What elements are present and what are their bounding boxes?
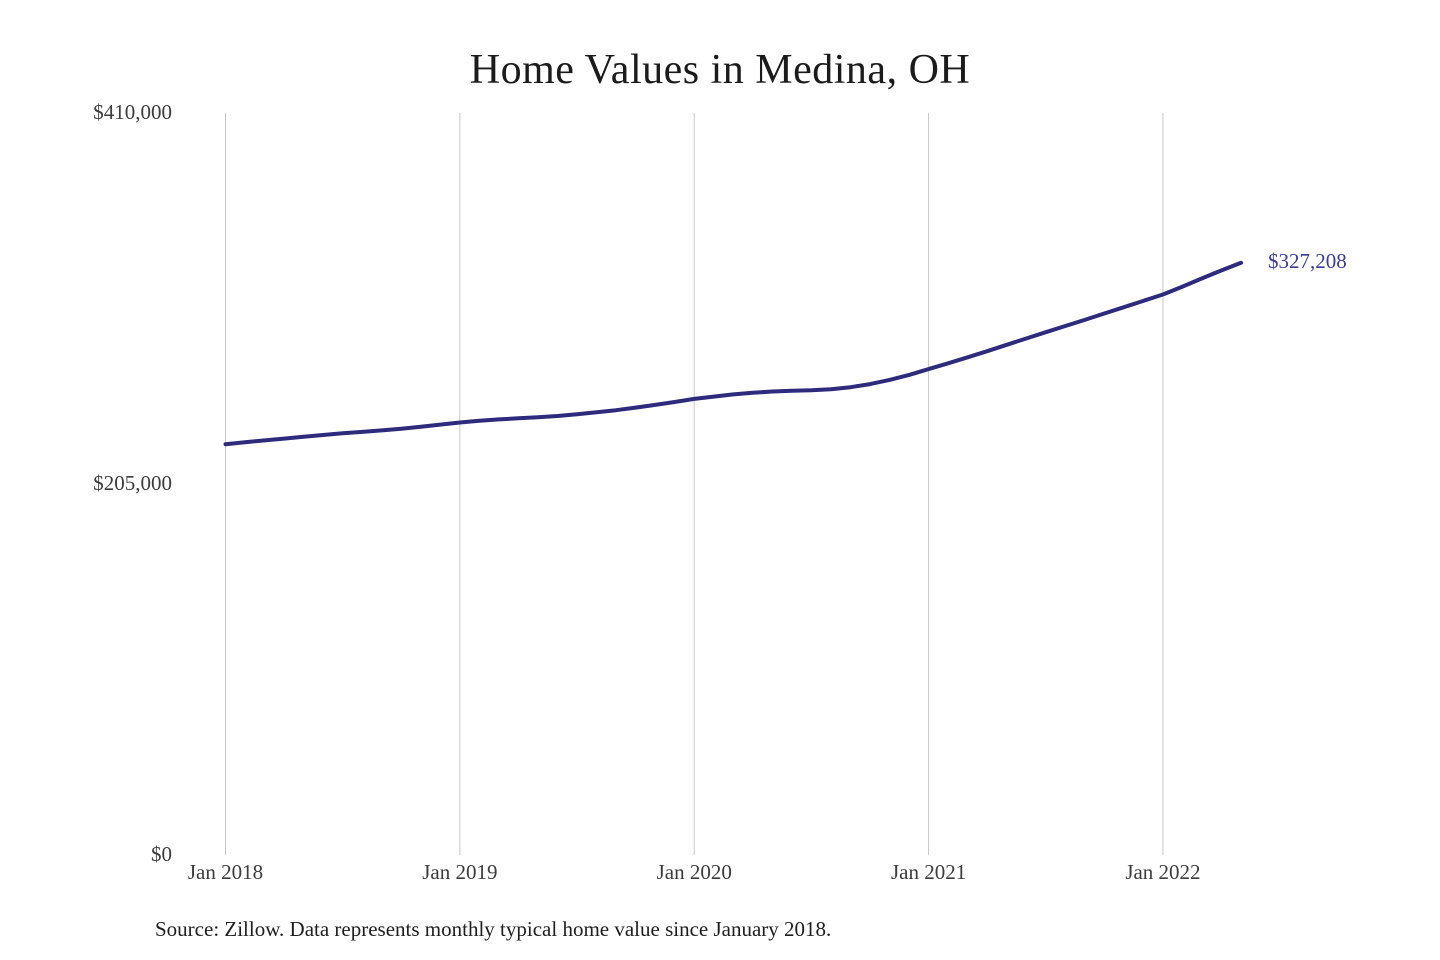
x-axis-tick-label: Jan 2020 — [656, 860, 732, 884]
source-note: Source: Zillow. Data represents monthly … — [155, 917, 832, 941]
last-value-annotation: $327,208 — [1268, 248, 1347, 273]
home-value-line — [223, 260, 1244, 447]
x-axis-tick-label: Jan 2018 — [187, 860, 264, 884]
x-axis-tick-label: Jan 2021 — [890, 860, 967, 884]
y-axis-tick-label: $410,000 — [93, 100, 172, 124]
y-axis-tick-label: $0 — [151, 842, 172, 866]
x-axis-tick-label: Jan 2022 — [1125, 860, 1201, 884]
chart-title: Home Values in Medina, OH — [469, 47, 971, 93]
gridlines-group — [225, 113, 1164, 855]
y-axis-tick-label: $205,000 — [93, 471, 172, 495]
x-axis-tick-label: Jan 2019 — [422, 860, 498, 884]
series-group — [223, 260, 1244, 447]
